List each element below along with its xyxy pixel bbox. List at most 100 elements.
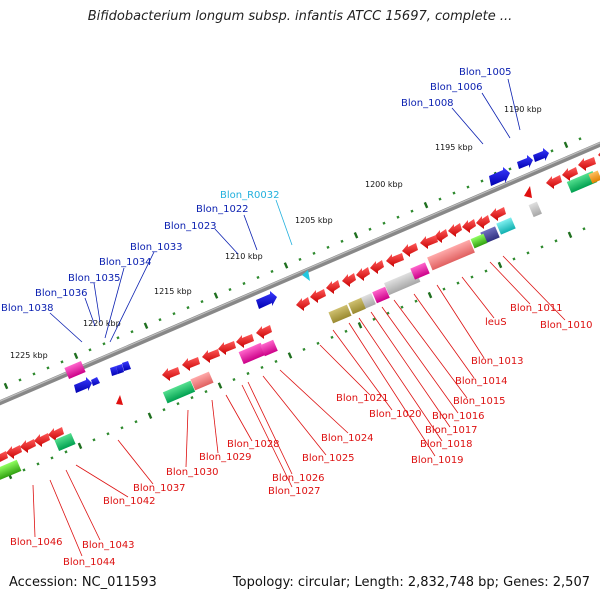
gene-label[interactable]: Blon_1022 <box>196 204 249 215</box>
gene-arrow[interactable] <box>218 341 236 355</box>
gene-label[interactable]: Blon_1044 <box>63 557 116 568</box>
gene-block[interactable] <box>260 339 278 357</box>
gene-arrow[interactable] <box>386 253 404 267</box>
gene-arrow[interactable] <box>420 235 438 249</box>
ruler-dot <box>232 377 236 382</box>
gene-block[interactable] <box>348 297 366 315</box>
gene-arrow[interactable] <box>20 439 36 453</box>
gene-label[interactable]: Blon_1034 <box>99 257 152 268</box>
gene-block[interactable] <box>64 360 86 380</box>
gene-block[interactable] <box>54 432 76 452</box>
gene-arrow[interactable] <box>489 167 510 186</box>
gene-arrow[interactable] <box>110 366 118 376</box>
gene-arrow[interactable] <box>578 157 596 171</box>
gene-arrow[interactable] <box>546 175 562 189</box>
reverse-features <box>0 152 600 465</box>
gene-arrow[interactable] <box>402 243 418 257</box>
gene-block[interactable] <box>384 269 421 296</box>
gene-arrow[interactable] <box>342 273 356 287</box>
gene-label[interactable]: Blon_1026 <box>272 473 325 484</box>
gene-arrow[interactable] <box>0 451 8 465</box>
gene-arrow[interactable] <box>296 297 310 311</box>
gene-arrow[interactable] <box>74 377 92 393</box>
gene-arrow[interactable] <box>48 427 64 441</box>
gene-arrow[interactable] <box>162 367 180 381</box>
gene-block[interactable] <box>496 217 516 235</box>
gene-label[interactable]: Blon_1017 <box>425 425 478 436</box>
gene-arrow[interactable] <box>202 349 220 363</box>
gene-block[interactable] <box>162 380 196 404</box>
gene-arrow[interactable] <box>533 148 549 162</box>
gene-label[interactable]: Blon_1014 <box>455 376 508 387</box>
gene-label[interactable]: Blon_1036 <box>35 288 88 299</box>
gene-label[interactable]: Blon_1035 <box>68 273 121 284</box>
gene-marker[interactable] <box>524 186 532 198</box>
gene-label[interactable]: Blon_1016 <box>432 411 485 422</box>
gene-label[interactable]: Blon_1042 <box>103 496 156 507</box>
ruler-major-tick <box>143 322 149 329</box>
gene-arrow[interactable] <box>182 357 200 371</box>
gene-label[interactable]: Blon_1010 <box>540 320 593 331</box>
gene-label[interactable]: Blon_1006 <box>430 82 483 93</box>
gene-label[interactable]: Blon_1027 <box>268 486 321 497</box>
gene-block[interactable] <box>190 371 214 391</box>
gene-marker[interactable] <box>116 395 123 405</box>
rna-marker[interactable] <box>302 270 310 281</box>
gene-arrow[interactable] <box>476 215 490 229</box>
gene-arrow[interactable] <box>122 361 131 371</box>
gene-label[interactable]: Blon_1046 <box>10 537 63 548</box>
gene-label[interactable]: Blon_1025 <box>302 453 355 464</box>
gene-block[interactable] <box>238 342 266 365</box>
gene-arrow[interactable] <box>256 325 272 339</box>
gene-label[interactable]: Blon_1028 <box>227 439 280 450</box>
gene-arrow[interactable] <box>562 167 578 181</box>
gene-label[interactable]: Blon_1021 <box>336 393 389 404</box>
gene-label[interactable]: Blon_1020 <box>369 409 422 420</box>
ruler-dot <box>550 149 554 153</box>
gene-label[interactable]: Blon_1013 <box>471 356 524 367</box>
gene-arrow[interactable] <box>490 207 506 221</box>
gene-label[interactable]: Blon_1024 <box>321 433 374 444</box>
gene-label[interactable]: Blon_1015 <box>453 396 506 407</box>
gene-label[interactable]: Blon_1018 <box>420 439 473 450</box>
gene-label[interactable]: Blon_1038 <box>1 303 54 314</box>
gene-arrow[interactable] <box>326 280 340 294</box>
gene-block[interactable] <box>470 233 488 249</box>
gene-arrow[interactable] <box>462 219 476 233</box>
gene-label[interactable]: leuS <box>485 317 507 328</box>
gene-arrow[interactable] <box>236 334 254 348</box>
gene-label[interactable]: Blon_1030 <box>166 467 219 478</box>
gene-arrow[interactable] <box>34 433 50 447</box>
gene-block[interactable] <box>372 286 390 304</box>
gene-arrow[interactable] <box>6 445 22 459</box>
gene-arrow[interactable] <box>256 291 277 309</box>
gene-arrow[interactable] <box>91 377 100 386</box>
gene-block[interactable] <box>588 170 600 184</box>
gene-label[interactable]: Blon_1029 <box>199 452 252 463</box>
ruler-dot <box>326 245 330 249</box>
gene-label[interactable]: Blon_1033 <box>130 242 183 253</box>
gene-block[interactable] <box>427 239 475 271</box>
ruler-dot <box>400 305 404 309</box>
gene-label[interactable]: Blon_1019 <box>411 455 464 466</box>
gene-arrow[interactable] <box>370 260 384 274</box>
gene-block[interactable] <box>0 459 22 481</box>
gene-label[interactable]: Blon_1023 <box>164 221 217 232</box>
gene-arrow[interactable] <box>434 229 448 243</box>
gene-label[interactable]: Blon_1005 <box>459 67 512 78</box>
gene-arrow[interactable] <box>356 267 370 281</box>
ruler-dot <box>186 306 190 310</box>
gene-label[interactable]: Blon_1008 <box>401 98 454 109</box>
gene-arrow[interactable] <box>448 223 462 237</box>
ruler-dot <box>466 185 470 189</box>
gene-label[interactable]: Blon_1037 <box>133 483 186 494</box>
gene-label[interactable]: Blon_1011 <box>510 303 563 314</box>
gene-block[interactable] <box>328 304 352 324</box>
gene-arrow[interactable] <box>116 364 124 374</box>
gene-arrow[interactable] <box>517 155 533 169</box>
gene-label[interactable]: Blon_R0032 <box>220 190 280 201</box>
gene-block[interactable] <box>528 201 542 218</box>
gene-block[interactable] <box>410 262 430 280</box>
gene-arrow[interactable] <box>310 289 326 303</box>
gene-label[interactable]: Blon_1043 <box>82 540 135 551</box>
